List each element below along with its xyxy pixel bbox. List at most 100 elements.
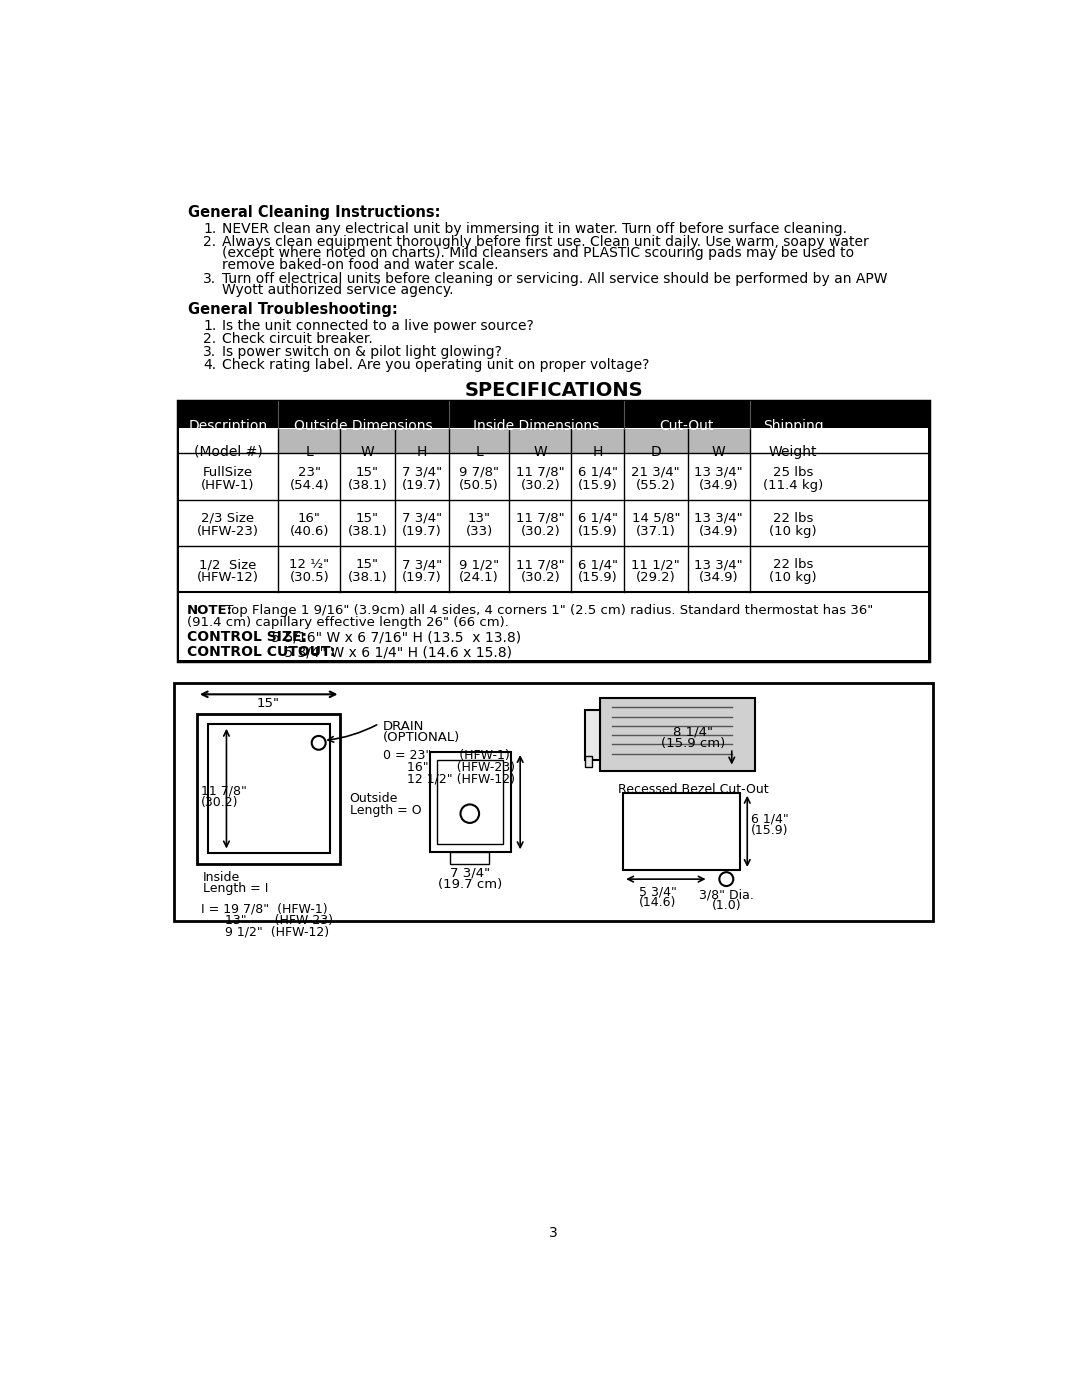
Bar: [197, 714, 340, 863]
Bar: [437, 760, 503, 844]
Bar: [450, 852, 489, 863]
Text: 7 3/4": 7 3/4": [402, 557, 442, 571]
Text: (HFW-12): (HFW-12): [197, 571, 259, 584]
Text: (30.5): (30.5): [289, 571, 329, 584]
Text: 5 3/4" W x 6 1/4" H (14.6 x 15.8): 5 3/4" W x 6 1/4" H (14.6 x 15.8): [280, 645, 512, 659]
Text: (34.9): (34.9): [699, 479, 739, 492]
Text: 12 1/2" (HFW-12): 12 1/2" (HFW-12): [383, 773, 515, 785]
Text: W: W: [361, 444, 375, 458]
Text: (40.6): (40.6): [289, 525, 329, 538]
Text: (29.2): (29.2): [636, 571, 676, 584]
Text: 6 1/4": 6 1/4": [751, 812, 788, 826]
Bar: [584, 710, 600, 760]
Text: (54.4): (54.4): [289, 479, 329, 492]
Bar: [179, 500, 928, 545]
Text: DRAIN: DRAIN: [383, 719, 424, 733]
Text: 5 3/4": 5 3/4": [638, 886, 677, 898]
Text: Length = O: Length = O: [350, 803, 421, 817]
Text: 6 1/4": 6 1/4": [578, 557, 618, 571]
Text: Cut-Out: Cut-Out: [660, 419, 714, 433]
Text: (Model #): (Model #): [193, 444, 262, 458]
Text: 6 1/4": 6 1/4": [578, 465, 618, 479]
Text: L: L: [306, 444, 313, 458]
Text: 22 lbs: 22 lbs: [773, 511, 813, 525]
Text: (15.9): (15.9): [578, 479, 618, 492]
Text: 14 5/8": 14 5/8": [632, 511, 680, 525]
Text: (19.7): (19.7): [402, 571, 442, 584]
Text: 9 1/2": 9 1/2": [459, 557, 499, 571]
Text: 13 3/4": 13 3/4": [694, 557, 743, 571]
Text: 15": 15": [356, 465, 379, 479]
Text: H: H: [593, 444, 603, 458]
Text: (15.9): (15.9): [578, 525, 618, 538]
Text: (11.4 kg): (11.4 kg): [762, 479, 823, 492]
Text: 3: 3: [549, 1227, 558, 1241]
Text: 6 1/4": 6 1/4": [578, 511, 618, 525]
Text: Always clean equipment thoroughly before first use. Clean unit daily. Use warm, : Always clean equipment thoroughly before…: [221, 235, 868, 249]
Bar: [179, 401, 928, 427]
Text: 15": 15": [356, 557, 379, 571]
Text: Check circuit breaker.: Check circuit breaker.: [221, 331, 373, 345]
Text: (38.1): (38.1): [348, 525, 388, 538]
Text: 13 3/4": 13 3/4": [694, 465, 743, 479]
Text: D: D: [650, 444, 661, 458]
Text: CONTROL CUTOUT:: CONTROL CUTOUT:: [187, 645, 335, 659]
Text: 4.: 4.: [203, 358, 216, 372]
Bar: [179, 402, 928, 659]
Text: 23": 23": [298, 465, 321, 479]
Text: 25 lbs: 25 lbs: [773, 465, 813, 479]
Text: (15.9): (15.9): [751, 824, 788, 837]
Text: Inside: Inside: [203, 872, 241, 884]
Text: 2.: 2.: [203, 235, 216, 249]
Text: FullSize: FullSize: [203, 465, 253, 479]
Text: (15.9 cm): (15.9 cm): [661, 736, 725, 750]
Text: 1.: 1.: [203, 222, 216, 236]
Text: Outside Dimensions: Outside Dimensions: [295, 419, 433, 433]
Text: 13 3/4": 13 3/4": [694, 511, 743, 525]
Text: I = 19 7/8"  (HFW-1): I = 19 7/8" (HFW-1): [201, 902, 327, 915]
Bar: [279, 429, 750, 453]
Text: (34.9): (34.9): [699, 525, 739, 538]
Text: (OPTIONAL): (OPTIONAL): [383, 731, 460, 743]
Text: (1.0): (1.0): [712, 900, 741, 912]
Text: SPECIFICATIONS: SPECIFICATIONS: [464, 381, 643, 400]
Text: 15": 15": [257, 697, 280, 711]
Text: (19.7): (19.7): [402, 479, 442, 492]
Text: General Troubleshooting:: General Troubleshooting:: [188, 302, 397, 317]
Text: (30.2): (30.2): [521, 525, 561, 538]
Text: Turn off electrical units before cleaning or servicing. All service should be pe: Turn off electrical units before cleanin…: [221, 271, 888, 285]
Text: (38.1): (38.1): [348, 479, 388, 492]
Text: Is the unit connected to a live power source?: Is the unit connected to a live power so…: [221, 319, 534, 332]
Bar: [584, 756, 592, 767]
Text: Shipping: Shipping: [762, 419, 823, 433]
Text: H: H: [417, 444, 427, 458]
Text: Weight: Weight: [769, 444, 818, 458]
Text: (24.1): (24.1): [459, 571, 499, 584]
Text: (14.6): (14.6): [638, 895, 676, 909]
Bar: [179, 453, 928, 499]
Text: (38.1): (38.1): [348, 571, 388, 584]
Text: (55.2): (55.2): [636, 479, 676, 492]
Text: 8 1/4": 8 1/4": [673, 725, 713, 738]
Text: 2/3 Size: 2/3 Size: [202, 511, 255, 525]
Text: 21 3/4": 21 3/4": [632, 465, 680, 479]
Text: (50.5): (50.5): [459, 479, 499, 492]
Text: CONTROL SIZE:: CONTROL SIZE:: [187, 630, 307, 644]
Bar: [177, 401, 930, 661]
Text: 13": 13": [468, 511, 490, 525]
Text: (91.4 cm) capillary effective length 26" (66 cm).: (91.4 cm) capillary effective length 26"…: [187, 616, 509, 629]
Text: Outside: Outside: [350, 792, 399, 805]
Text: NEVER clean any electrical unit by immersing it in water. Turn off before surfac: NEVER clean any electrical unit by immer…: [221, 222, 847, 236]
Bar: [430, 752, 511, 852]
Text: 2.: 2.: [203, 331, 216, 345]
Text: 1.: 1.: [203, 319, 216, 332]
Text: (37.1): (37.1): [636, 525, 676, 538]
Text: 7 3/4": 7 3/4": [402, 511, 442, 525]
Text: 1/2  Size: 1/2 Size: [200, 557, 257, 571]
Text: (34.9): (34.9): [699, 571, 739, 584]
Text: 3.: 3.: [203, 345, 216, 359]
Text: 11 7/8": 11 7/8": [516, 511, 565, 525]
Text: (10 kg): (10 kg): [769, 525, 816, 538]
Text: 16": 16": [298, 511, 321, 525]
Bar: [600, 698, 755, 771]
